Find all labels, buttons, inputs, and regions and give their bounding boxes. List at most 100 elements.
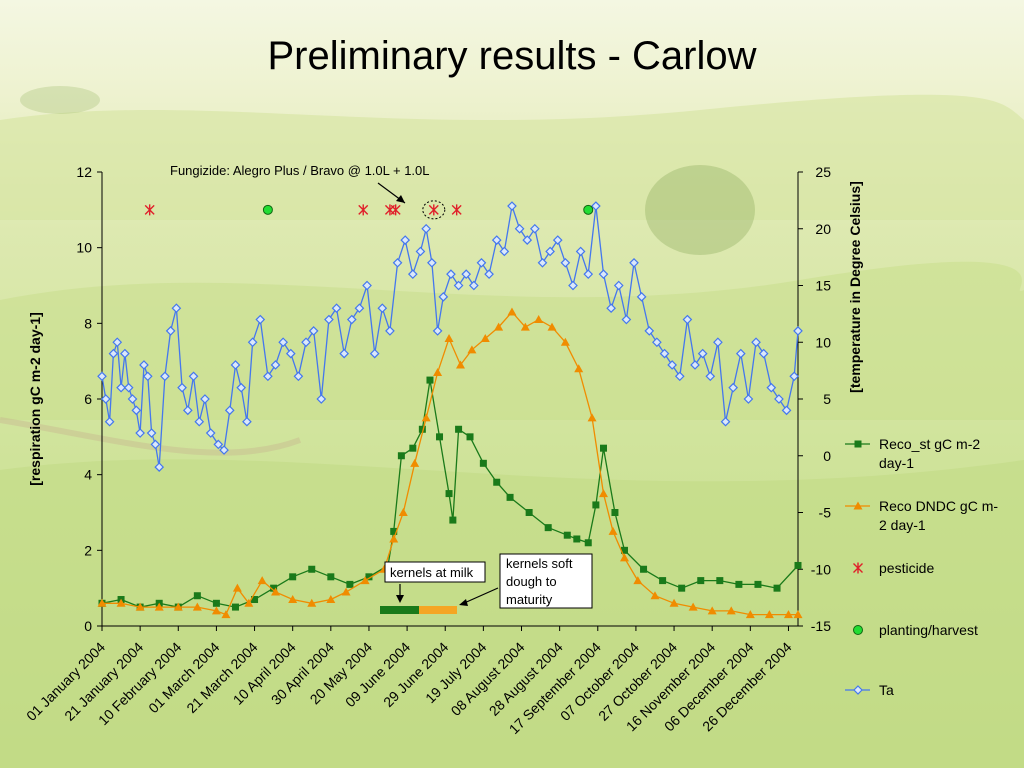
- point-ta: [324, 314, 334, 325]
- point-recost: [308, 565, 316, 573]
- point-pesticide: [390, 204, 401, 216]
- y2-tick-label: 0: [823, 448, 831, 464]
- point-recost: [426, 376, 434, 384]
- point-ta: [545, 246, 555, 257]
- kernels-soft-period-bar: [419, 606, 457, 614]
- point-recost: [390, 527, 398, 535]
- point-ta: [514, 223, 525, 234]
- legend-label: 2 day-1: [879, 517, 926, 533]
- point-ta: [751, 337, 761, 348]
- point-ta: [339, 348, 350, 359]
- point-recost: [193, 592, 201, 600]
- point-ta: [789, 371, 800, 382]
- point-ta: [621, 314, 632, 325]
- point-reco: [307, 598, 317, 607]
- point-reco: [726, 606, 736, 615]
- point-reco: [707, 606, 717, 615]
- legend-label: pesticide: [879, 560, 934, 576]
- point-ta: [705, 371, 716, 382]
- y2-tick-label: -15: [811, 618, 831, 634]
- point-ta: [743, 394, 754, 404]
- point-reco: [288, 595, 298, 604]
- point-ta: [112, 337, 123, 348]
- point-recost: [436, 433, 444, 441]
- point-pesticide: [428, 204, 439, 216]
- point-ta: [499, 246, 510, 257]
- point-ta: [606, 303, 616, 314]
- point-ta: [182, 405, 193, 416]
- point-pesticide: [144, 204, 155, 216]
- asterisk-stroke: [390, 204, 401, 216]
- asterisk-stroke: [384, 204, 395, 216]
- point-reco: [745, 610, 755, 619]
- point-reco: [341, 587, 351, 596]
- kernels-soft-label-2: dough to: [506, 574, 557, 589]
- point-ta: [560, 257, 571, 268]
- point-reco: [793, 610, 803, 619]
- point-ta: [108, 348, 119, 359]
- point-recost: [466, 433, 474, 441]
- point-ta: [377, 303, 388, 314]
- point-reco: [520, 322, 530, 331]
- point-reco: [669, 598, 679, 607]
- point-ta: [728, 382, 739, 393]
- point-ta: [230, 360, 241, 370]
- point-reco: [97, 598, 107, 607]
- point-ta: [146, 428, 157, 438]
- kernels-milk-period-bar: [380, 606, 419, 614]
- point-pesticide: [384, 204, 395, 216]
- point-reco: [389, 534, 399, 543]
- point-recost: [327, 573, 335, 581]
- point-ta: [568, 280, 578, 291]
- y-axis-label: [respiration gC m-2 day-1]: [27, 312, 43, 485]
- point-ta: [120, 348, 130, 359]
- point-ta: [598, 269, 609, 279]
- fungicide-highlight-circle: [422, 200, 446, 220]
- point-recost: [449, 516, 457, 524]
- point-ta: [224, 405, 235, 416]
- point-ta: [123, 382, 134, 393]
- legend-marker-diamond: [853, 685, 863, 695]
- y2-tick-label: -5: [819, 505, 832, 521]
- point-reco: [619, 553, 629, 562]
- y2-tick-label: -10: [811, 561, 831, 577]
- point-recost: [716, 577, 724, 585]
- point-ta: [104, 416, 115, 427]
- point-ta: [613, 280, 624, 291]
- point-ta: [247, 337, 258, 348]
- kernels-milk-arrow-head: [396, 595, 404, 603]
- point-reco: [135, 602, 145, 611]
- point-reco: [410, 458, 420, 467]
- y-tick-label: 10: [76, 240, 92, 256]
- point-recost: [365, 573, 373, 581]
- y2-axis-label: [temperature in Degree Celsius]: [847, 181, 863, 393]
- y2-tick-label: 15: [815, 278, 831, 294]
- point-recost: [525, 509, 533, 516]
- point-reco: [560, 337, 570, 346]
- point-ta: [461, 269, 472, 279]
- y-tick-label: 2: [84, 542, 92, 558]
- point-recost: [455, 425, 463, 433]
- point-ta: [385, 326, 395, 336]
- point-pesticide: [358, 204, 369, 216]
- legend-label: planting/harvest: [879, 622, 978, 638]
- y-tick-label: 6: [84, 391, 92, 407]
- legend-item: Ta: [845, 682, 894, 698]
- point-ta: [255, 314, 266, 325]
- point-reco: [360, 576, 370, 585]
- point-ta: [135, 428, 145, 438]
- point-ta: [427, 257, 437, 268]
- point-ta: [219, 445, 229, 455]
- point-reco: [480, 333, 490, 342]
- point-reco: [326, 595, 336, 604]
- point-recost: [409, 444, 417, 452]
- kernels-soft-arrow-head: [459, 599, 468, 606]
- point-ta: [293, 371, 304, 382]
- point-ta: [200, 394, 210, 404]
- point-ta: [415, 246, 426, 257]
- point-ta: [468, 280, 479, 291]
- legend-marker-asterisk: [853, 562, 863, 574]
- legend-label: Reco_st gC m-2: [879, 436, 980, 452]
- kernels-milk-label: kernels at milk: [390, 565, 474, 580]
